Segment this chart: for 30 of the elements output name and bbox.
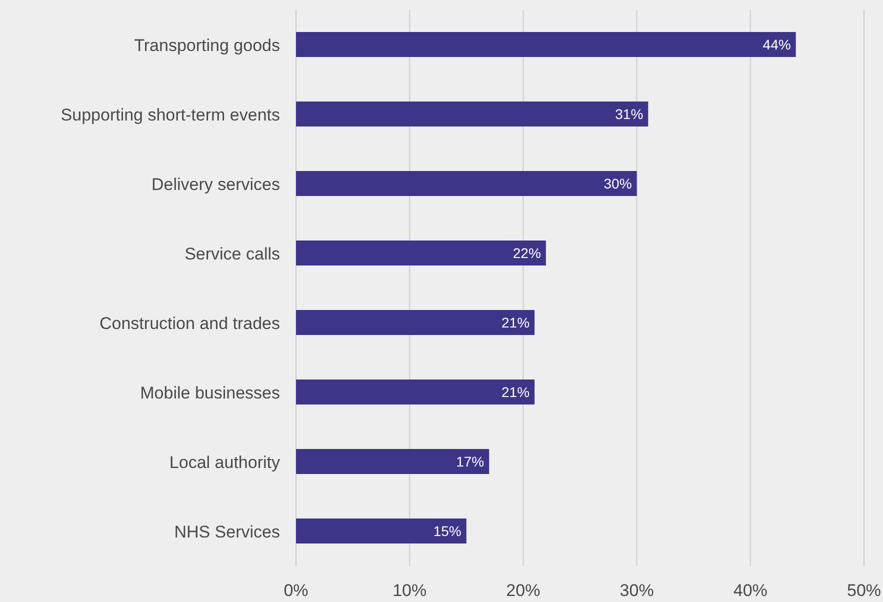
bar <box>296 449 490 474</box>
y-tick-label: Construction and trades <box>100 314 280 333</box>
y-tick-label: Local authority <box>169 452 280 472</box>
x-tick-label: 40% <box>733 581 768 600</box>
bar <box>296 102 648 126</box>
x-tick-label: 0% <box>284 581 308 600</box>
data-label: 21% <box>502 314 530 330</box>
data-label: 15% <box>433 522 462 539</box>
bar <box>296 171 637 196</box>
y-tick-label: Delivery services <box>152 174 280 194</box>
x-tick-label: 20% <box>506 581 540 600</box>
data-label: 31% <box>615 106 644 122</box>
bar <box>296 32 796 57</box>
x-tick-label: 50% <box>846 581 882 600</box>
x-tick-label: 10% <box>392 581 427 600</box>
data-label: 21% <box>502 384 530 400</box>
y-tick-label: Service calls <box>184 244 280 264</box>
data-label: 17% <box>456 453 484 470</box>
data-label: 44% <box>762 36 791 52</box>
data-label: 30% <box>604 175 632 192</box>
y-tick-label: Mobile businesses <box>140 383 280 402</box>
y-tick-label: Transporting goods <box>134 36 280 55</box>
data-label: 22% <box>512 244 541 261</box>
x-tick-label: 30% <box>620 581 654 600</box>
bar <box>296 380 535 404</box>
y-tick-label: Supporting short-term events <box>60 105 280 124</box>
y-tick-label: NHS Services <box>174 522 280 542</box>
bar <box>296 310 535 335</box>
bar <box>296 518 466 544</box>
bar <box>296 240 546 266</box>
